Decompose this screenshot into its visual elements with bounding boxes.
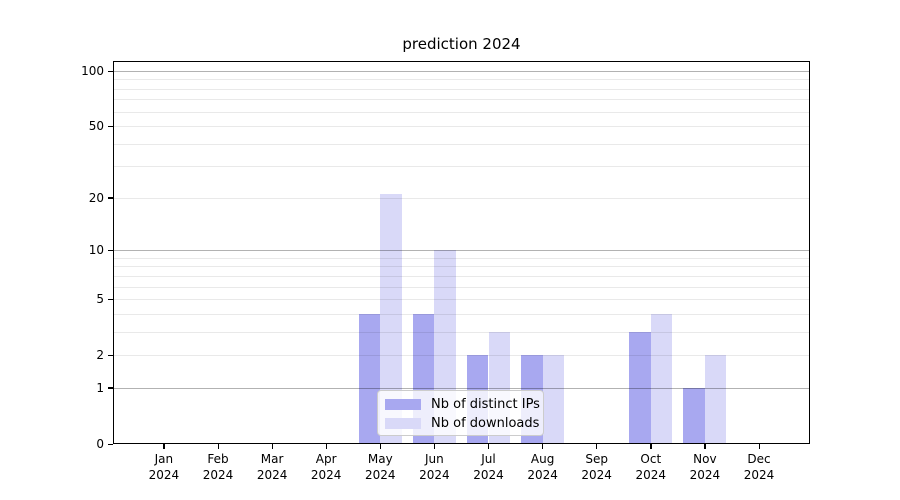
gridline-minor-70 bbox=[114, 99, 809, 101]
bar-distinct-ips-oct bbox=[629, 331, 651, 444]
gridline-minor-7 bbox=[114, 275, 809, 277]
x-tick-label-aug: Aug 2024 bbox=[527, 452, 558, 482]
gridline-minor-60 bbox=[114, 111, 809, 113]
x-tick-oct bbox=[650, 444, 652, 449]
gridline-major-10 bbox=[114, 250, 809, 252]
gridline-minor-30 bbox=[114, 166, 809, 168]
bar-downloads-may bbox=[380, 194, 402, 444]
legend-label-2: Nb of downloads bbox=[431, 416, 540, 431]
y-tick-label-1: 1 bbox=[96, 380, 104, 395]
x-tick-apr bbox=[325, 444, 327, 449]
legend: Nb of distinct IPs Nb of downloads bbox=[377, 390, 544, 436]
y-tick-1 bbox=[108, 387, 113, 389]
gridline-major-1 bbox=[114, 387, 809, 389]
bar-distinct-ips-nov bbox=[683, 387, 705, 444]
bar-downloads-oct bbox=[650, 313, 673, 444]
y-tick-label-2: 2 bbox=[96, 348, 104, 363]
x-tick-sep bbox=[596, 444, 598, 449]
gridline-minor-20 bbox=[114, 197, 809, 199]
x-tick-jun bbox=[433, 444, 436, 449]
x-tick-mar bbox=[271, 444, 273, 449]
gridline-minor-6 bbox=[114, 286, 809, 288]
legend-row-1: Nb of distinct IPs bbox=[385, 395, 540, 414]
y-tick-10 bbox=[108, 249, 113, 251]
x-tick-label-jun: Jun 2024 bbox=[419, 452, 450, 482]
gridline-minor-8 bbox=[114, 266, 809, 268]
gridline-major-100 bbox=[114, 71, 809, 72]
y-tick-label-50: 50 bbox=[88, 119, 104, 134]
x-tick-jan bbox=[163, 444, 165, 449]
y-tick-label-100: 100 bbox=[81, 64, 104, 78]
y-tick-label-20: 20 bbox=[88, 190, 104, 205]
gridline-minor-4 bbox=[114, 313, 809, 315]
gridline-minor-5 bbox=[114, 299, 809, 301]
y-tick-2 bbox=[108, 354, 113, 356]
legend-label-1: Nb of distinct IPs bbox=[431, 397, 540, 412]
y-tick-100 bbox=[108, 70, 113, 72]
y-tick-label-5: 5 bbox=[96, 292, 104, 307]
legend-swatch-1 bbox=[385, 399, 421, 410]
chart-title: prediction 2024 bbox=[402, 35, 521, 53]
bar-distinct-ips-may bbox=[358, 313, 381, 444]
x-tick-label-mar: Mar 2024 bbox=[256, 452, 288, 482]
x-tick-nov bbox=[704, 444, 706, 449]
x-tick-jul bbox=[488, 444, 490, 449]
x-tick-label-jul: Jul 2024 bbox=[473, 452, 504, 482]
y-tick-5 bbox=[108, 298, 113, 300]
bar-downloads-nov bbox=[704, 355, 727, 444]
x-tick-label-oct: Oct 2024 bbox=[635, 452, 667, 482]
x-tick-label-jan: Jan 2024 bbox=[148, 452, 180, 482]
gridline-minor-50 bbox=[114, 126, 809, 128]
bar-downloads-aug bbox=[542, 355, 565, 444]
y-tick-20 bbox=[108, 197, 113, 199]
x-tick-label-nov: Nov 2024 bbox=[689, 452, 721, 482]
x-tick-aug bbox=[542, 444, 544, 449]
gridline-minor-2 bbox=[114, 355, 809, 357]
x-tick-label-may: May 2024 bbox=[365, 452, 396, 482]
y-tick-50 bbox=[108, 125, 113, 128]
y-tick-0 bbox=[108, 443, 113, 445]
gridline-minor-3 bbox=[114, 331, 809, 333]
gridline-minor-40 bbox=[114, 143, 809, 145]
x-tick-may bbox=[379, 444, 382, 449]
gridline-minor-80 bbox=[114, 88, 809, 90]
gridline-minor-9 bbox=[114, 257, 809, 259]
legend-row-2: Nb of downloads bbox=[385, 414, 540, 433]
x-tick-dec bbox=[758, 444, 760, 449]
x-tick-label-dec: Dec 2024 bbox=[743, 452, 775, 482]
y-tick-label-0: 0 bbox=[96, 437, 104, 451]
gridline-minor-90 bbox=[114, 79, 809, 81]
x-tick-label-sep: Sep 2024 bbox=[581, 452, 612, 482]
x-tick-feb bbox=[217, 444, 219, 449]
y-tick-label-10: 10 bbox=[88, 243, 104, 258]
x-tick-label-apr: Apr 2024 bbox=[310, 452, 342, 482]
x-tick-label-feb: Feb 2024 bbox=[202, 452, 234, 482]
legend-swatch-2 bbox=[385, 418, 421, 429]
